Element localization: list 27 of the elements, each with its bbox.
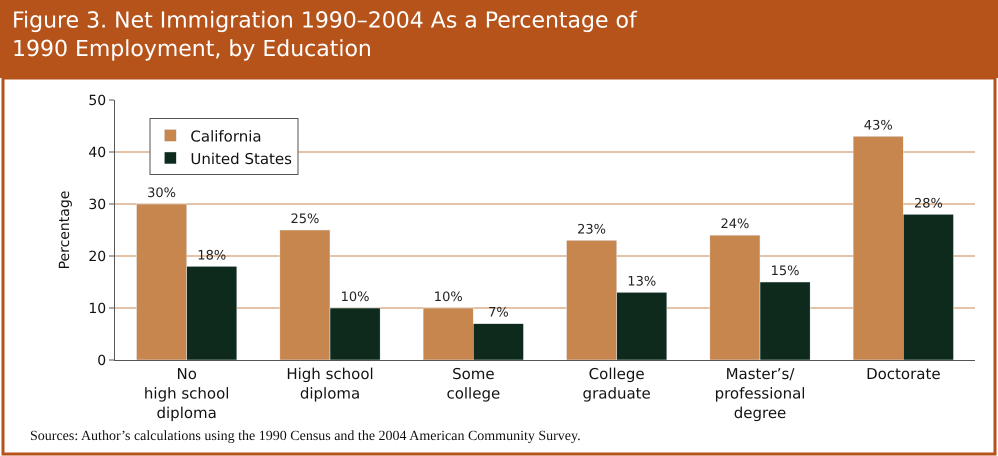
data-label: 10% [340, 290, 370, 305]
y-axis-title: Percentage [56, 190, 73, 270]
data-label: 30% [147, 186, 176, 201]
data-label: 23% [577, 222, 606, 238]
y-tick-label: 30 [88, 196, 106, 213]
data-label: 7% [488, 306, 509, 321]
x-tick-label: High school diploma [286, 365, 374, 402]
legend-label: United States [190, 150, 292, 168]
chart-title: Figure 3. Net Immigration 1990–2004 As a Percentage of 1990 Employment, by Education [12, 8, 638, 62]
x-tick-label: College graduate [582, 365, 651, 402]
x-tick-label: Master’s/ professional degree [714, 365, 806, 422]
data-label: 13% [627, 274, 656, 290]
x-tick-label: No high school diploma [144, 365, 230, 422]
data-label: 25% [290, 212, 320, 227]
data-label: 43% [864, 118, 893, 134]
y-tick-label: 20 [88, 248, 106, 265]
x-tick-label: Doctorate [866, 365, 941, 383]
data-label: 24% [720, 217, 750, 232]
y-tick-label: 10 [88, 300, 106, 317]
x-tick-label: Some college [446, 365, 500, 402]
legend-label: California [190, 127, 262, 146]
data-label: 15% [770, 264, 800, 279]
y-tick-label: 0 [97, 352, 106, 369]
y-tick-label: 40 [88, 144, 106, 161]
y-tick-label: 50 [88, 92, 106, 109]
source-note: Sources: Author’s calculations using the 1990 Census and the 2004 American Community Survey. [30, 429, 581, 444]
data-label: 10% [434, 290, 463, 305]
